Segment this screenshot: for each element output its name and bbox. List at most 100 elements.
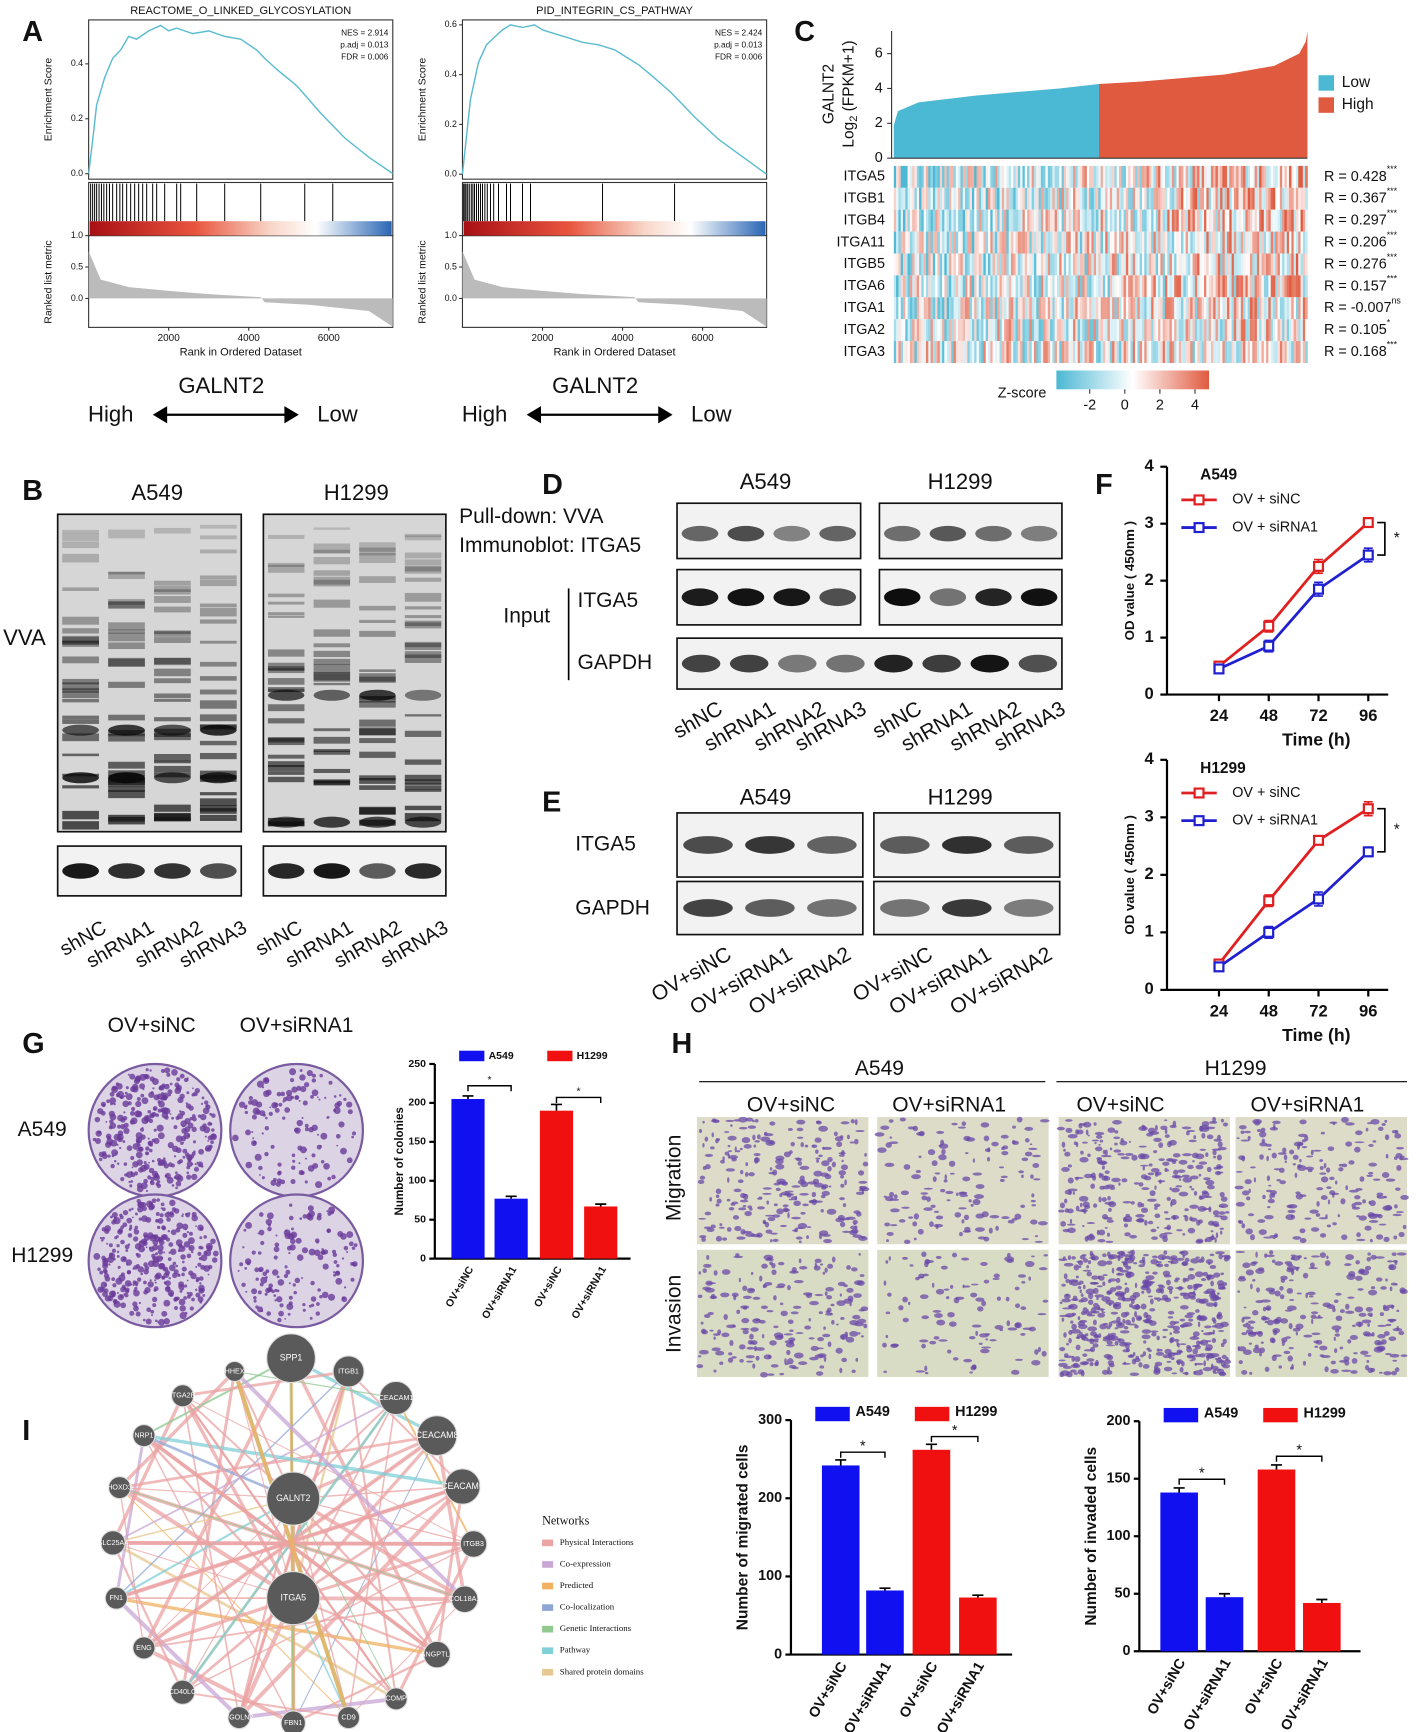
cell <box>1098 1172 1103 1179</box>
heatmap-cell <box>923 253 927 276</box>
heatmap-cell <box>1261 253 1265 276</box>
heatmap-cell <box>992 165 996 188</box>
heatmap-cell <box>1006 165 1010 188</box>
colony <box>186 1174 192 1180</box>
cell <box>883 1280 887 1286</box>
heatmap-cell <box>1070 253 1074 276</box>
heatmap-cell <box>1144 231 1147 254</box>
heatmap-cell <box>1054 165 1058 188</box>
cell <box>1169 1332 1172 1335</box>
heatmap-cell <box>1084 319 1088 342</box>
cell <box>840 1121 850 1125</box>
colony <box>186 1294 191 1299</box>
cell <box>1125 1153 1134 1156</box>
cell <box>815 1371 824 1376</box>
heatmap-cell <box>1086 209 1090 232</box>
cell <box>1378 1126 1384 1131</box>
colony <box>197 1296 204 1303</box>
colony <box>92 1137 97 1142</box>
heatmap-cell <box>974 297 977 320</box>
cell <box>726 1324 737 1329</box>
heatmap-cell <box>1128 187 1131 210</box>
heatmap-cell <box>1272 253 1276 276</box>
blot-band <box>883 525 921 542</box>
cell <box>1369 1200 1376 1207</box>
marker <box>1362 803 1374 815</box>
cell <box>1015 1303 1021 1309</box>
cell <box>1368 1171 1374 1175</box>
cell <box>1129 1354 1134 1358</box>
cell <box>1223 1359 1232 1365</box>
cell <box>1289 1149 1295 1155</box>
heatmap-cell <box>1300 341 1304 363</box>
heatmap-cell <box>921 231 925 254</box>
heatmap-cell <box>969 187 973 210</box>
cell <box>736 1150 741 1153</box>
x-axis-title: Rank in Ordered Dataset <box>180 347 302 359</box>
cell <box>1058 1362 1068 1368</box>
blot-band <box>267 689 305 701</box>
heatmap-cell <box>928 253 931 276</box>
colony <box>181 1214 184 1218</box>
heatmap-cell <box>1130 165 1134 188</box>
heatmap-cell <box>1006 209 1010 232</box>
heatmap-cell <box>928 165 931 188</box>
cell <box>1134 1357 1141 1363</box>
heatmap-cell <box>1135 341 1138 363</box>
colony <box>195 1225 197 1227</box>
heatmap-cell <box>1206 187 1209 210</box>
colony <box>119 1146 122 1150</box>
colony <box>210 1140 214 1145</box>
colony <box>184 1212 188 1216</box>
colorbar-tick-label: 4 <box>1191 398 1199 414</box>
cell <box>855 1191 865 1195</box>
heatmap-cell <box>912 165 915 188</box>
cell <box>913 1213 920 1220</box>
cell <box>935 1255 942 1259</box>
cell <box>1082 1121 1092 1128</box>
blot-band <box>942 899 992 917</box>
x-axis-title: Time (h) <box>1282 1025 1351 1045</box>
colony <box>126 1217 133 1224</box>
heatmap-cell <box>1004 231 1007 254</box>
cell <box>1170 1356 1175 1361</box>
cell <box>935 1288 945 1295</box>
heatmap-cell <box>1155 231 1159 254</box>
heatmap-cell <box>1250 319 1253 342</box>
heatmap-cell <box>983 187 987 210</box>
cell <box>756 1134 761 1140</box>
cell <box>931 1282 935 1288</box>
heatmap-cell <box>1291 297 1295 320</box>
cell <box>893 1194 898 1199</box>
heatmap-cell <box>1137 297 1141 320</box>
cell <box>1136 1303 1140 1308</box>
blot-band <box>681 588 719 607</box>
heatmap-cell <box>1086 231 1090 254</box>
heatmap-cell <box>1059 165 1062 188</box>
heatmap-cell <box>1194 231 1198 254</box>
colony <box>292 1283 296 1287</box>
cell <box>1169 1288 1173 1295</box>
cell <box>820 1194 826 1199</box>
heatmap-cell <box>967 253 970 276</box>
cell <box>1079 1202 1083 1208</box>
blot-band <box>404 552 442 559</box>
cell <box>1022 1327 1033 1330</box>
heatmap-cell <box>1100 165 1104 188</box>
heatmap-cell <box>1148 165 1152 188</box>
heatmap-cell <box>1114 165 1118 188</box>
heatmap-cell <box>1302 209 1306 232</box>
colony <box>111 1277 116 1281</box>
significance-label: * <box>1296 1443 1302 1459</box>
colony <box>136 1253 141 1258</box>
heatmap-cell <box>1011 319 1014 342</box>
cell <box>938 1339 948 1342</box>
heatmap-cell <box>944 253 947 276</box>
panel-label: F <box>1095 469 1113 501</box>
cell <box>1187 1227 1196 1234</box>
cell <box>1075 1344 1081 1351</box>
heatmap-cell <box>965 165 968 188</box>
colony <box>186 1230 189 1234</box>
heatmap-cell <box>925 341 929 363</box>
heatmap-cell <box>919 297 922 320</box>
